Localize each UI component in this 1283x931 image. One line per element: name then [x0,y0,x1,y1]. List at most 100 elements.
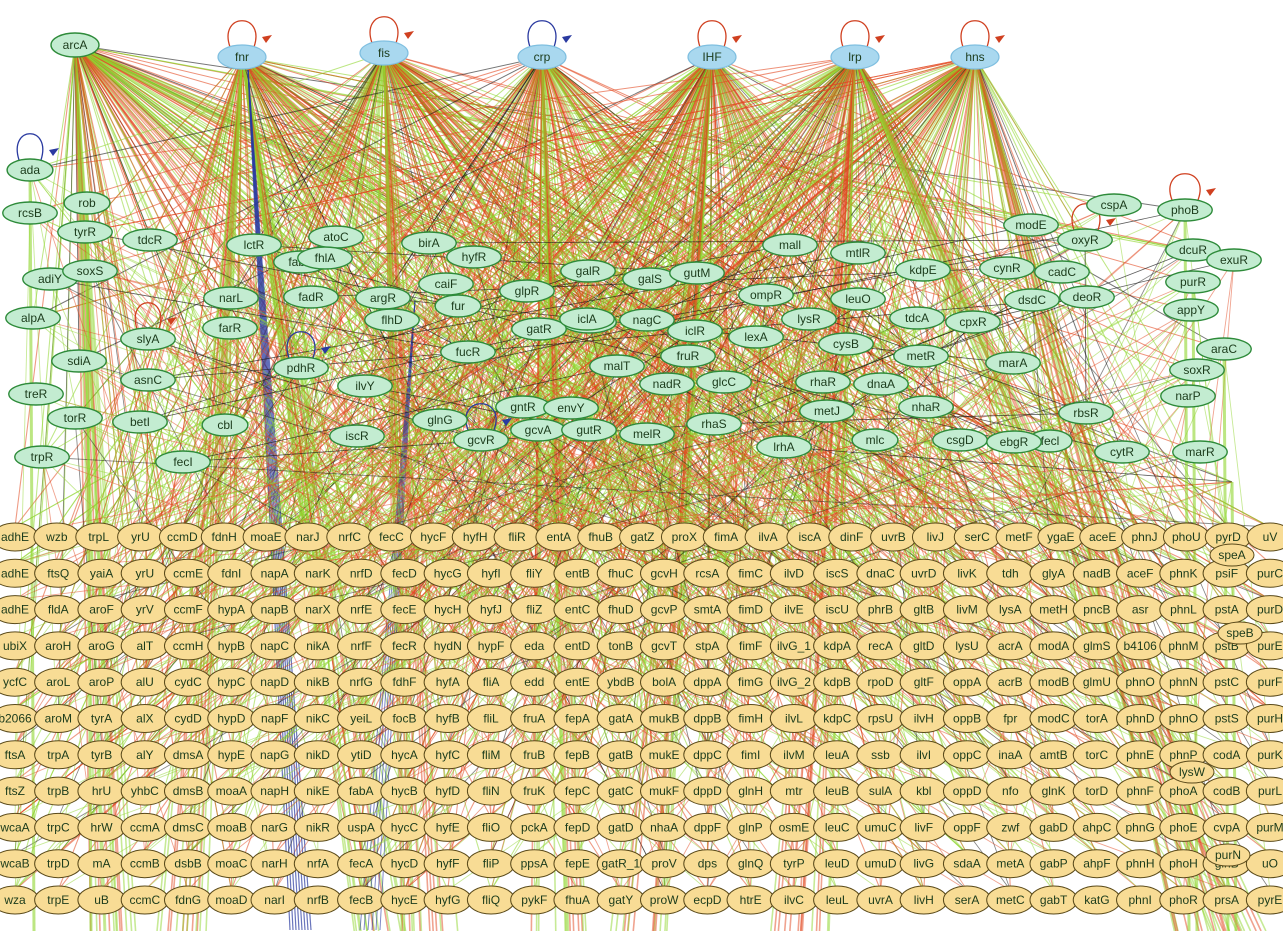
target-gene-node [1245,740,1283,770]
target-gene-label: sulA [869,784,892,798]
self-loop-hns-arrow [995,35,1005,43]
target-gene-label: purL [1258,784,1282,798]
target-gene-label: amtB [1040,748,1068,762]
target-gene: ilvM [769,740,819,770]
edge-regulator-link [49,278,469,353]
target-gene-label: metH [1039,603,1068,617]
target-gene: livJ [911,522,959,552]
target-gene: phnH [1116,849,1165,879]
edge-fis [14,52,385,746]
edge-ada [29,169,189,637]
target-gene: trpB [34,776,83,806]
target-gene: kdpB [813,667,862,697]
edge-narp [793,395,1189,854]
edge-regulator-link [428,239,1086,244]
regulator-node-label: galS [638,272,662,286]
regulator-node-galr: galR [560,259,616,283]
target-gene-label: napC [260,639,289,653]
edge-side [28,169,36,931]
regulator-node-label: modE [1015,218,1046,232]
target-gene: hyfJ [466,595,516,625]
target-gene-label: hyfB [436,712,460,726]
target-gene: prsA [1202,885,1251,915]
target-gene-label: rpoD [868,675,894,689]
target-gene-label: moaE [250,530,281,544]
target-gene-label: narJ [296,530,319,544]
target-gene: entC [553,595,602,625]
regulator-node-shape [1059,285,1115,309]
target-gene: uvrD [899,558,948,588]
target-gene-label: hyfG [435,893,460,907]
target-gene: trpD [34,849,83,879]
regulator-node-exur: exuR [1206,248,1262,272]
target-gene: cydC [163,667,213,697]
target-gene: aroM [34,704,83,733]
regulator-node-label: argR [370,291,396,305]
target-gene-label: alX [136,712,153,726]
regulator-node-shape [297,246,353,270]
target-gene: ccmA [120,812,169,842]
target-gene: hyfH [451,522,499,552]
target-gene-label: fecE [392,603,416,617]
edge-ihf-regulator [78,56,713,362]
edge-hns-regulator [473,56,976,258]
regulator-node-shape [851,428,899,452]
target-gene-label: uO [1262,857,1278,871]
target-gene: ilvI [899,740,948,770]
target-gene-label: ccmB [130,857,160,871]
target-gene-label: trpD [47,857,70,871]
regulator-node-shape [830,241,886,265]
target-gene-label: livJ [927,530,944,544]
target-gene: fruA [510,704,559,733]
self-loop-ada [16,133,44,161]
regulator-node-label: gatR [526,322,552,336]
regulator-node-shape [619,308,675,332]
self-loop-fnr [227,20,257,48]
target-gene-label: yeiL [350,712,372,726]
target-gene-label: nfo [1002,784,1019,798]
edge-ada [29,169,622,854]
regulator-node-shape [830,287,886,311]
regulator-node-nagc: nagC [619,308,675,332]
target-gene-label: mukE [649,748,680,762]
target-gene: htrE [726,885,775,915]
target-gene-label: nrfA [307,857,329,871]
target-gene: fliZ [510,595,559,625]
target-gene: leuC [813,812,862,842]
regulator-node-lctr: lctR [226,233,282,257]
target-gene-label: fepD [565,820,591,834]
target-gene: ssb [856,740,905,770]
target-gene: serA [942,885,992,915]
edge-hns-regulator [32,56,976,319]
target-gene-label: hypD [217,712,245,726]
target-gene-label: gltF [914,675,934,689]
regulator-node-shape [47,406,103,430]
regulator-node-label: rbsR [1073,406,1099,420]
target-gene: phnM [1159,631,1208,661]
regulator-node-label: cspA [1101,198,1128,212]
target-gene-label: fliR [508,530,526,544]
target-gene-label: fepA [565,712,590,726]
target-gene: dmsB [163,776,213,806]
regulator-node-cysb: cysB [818,332,874,356]
target-gene-label: entD [565,639,591,653]
regulator-node-ompr: ompR [738,283,794,307]
self-loop-fnr-arrow [262,35,272,43]
regulator-node-torr: torR [47,406,103,430]
target-gene-label: fabA [349,784,374,798]
target-gene: pstS [1202,704,1251,733]
regulator-node-metr: metR [893,344,949,368]
regulator-node-shape [696,370,752,394]
target-gene: fruK [510,776,559,806]
target-gene: hypE [207,740,256,770]
regulator-node-label: rcsB [18,206,42,220]
target-gene: nrfE [337,595,386,625]
target-gene-label: nhaA [650,820,678,834]
target-gene: proX [660,522,708,552]
edge-crp-regulator [541,56,847,345]
regulator-node-shape [202,316,258,340]
target-gene-label: hycB [391,784,418,798]
target-gene-label: aroM [45,712,72,726]
target-gene: fdnG [163,885,213,915]
target-gene: focB [380,704,429,733]
